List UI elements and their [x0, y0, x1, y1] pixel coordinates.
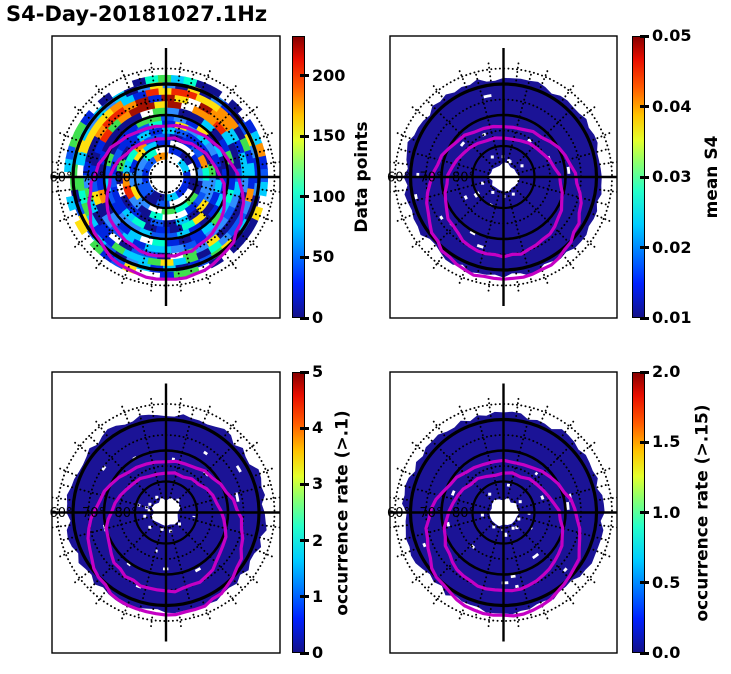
- figure-title: S4-Day-20181027.1Hz: [6, 2, 268, 26]
- colorbar-tick: [640, 34, 649, 38]
- mean-s4-plot: 60° 70° 80°: [387, 35, 618, 319]
- panel-occurrence-rate-gt-0.15: 60° 70° 80°: [374, 360, 633, 665]
- radial-tick-label: 60°: [387, 171, 410, 186]
- colorbar-tick-label: 1: [312, 586, 324, 606]
- radial-tick-label: 60°: [49, 506, 72, 521]
- colorbar-tick: [300, 134, 309, 138]
- colorbar-tick-label: 2.0: [652, 362, 681, 381]
- colorbar-tick: [300, 370, 309, 374]
- colorbar-tick-label: 100: [312, 186, 346, 206]
- colorbar-tick: [300, 595, 309, 599]
- colorbar-tick: [640, 246, 649, 249]
- colorbar-tick: [640, 511, 649, 514]
- colorbar-occurrence-rate-gt-0.1: occurrence rate (>.1) 0 1 2 3 4 5: [292, 364, 397, 661]
- colorbar-mean-s4: mean S4 0.01 0.02 0.03 0.04 0.05: [632, 28, 731, 326]
- panel-mean-s4: 60° 70° 80°: [374, 24, 633, 330]
- occurrence-rate-gt-0.1-plot: 60° 70° 80°: [49, 371, 281, 654]
- panel-data-points: 60° 70° 80°: [36, 24, 296, 330]
- colorbar-tick: [300, 195, 309, 199]
- colorbar-tick-label: 0.03: [652, 167, 692, 186]
- colorbar-tick-label: 50: [312, 247, 335, 267]
- occurrence-rate-gt-0.15-plot: 60° 70° 80°: [387, 371, 618, 654]
- radial-tick-label: 80°: [114, 506, 137, 521]
- colorbar-tick: [640, 175, 649, 179]
- colorbar-tick-label: 0.05: [652, 26, 692, 45]
- colorbar-tick: [640, 370, 649, 374]
- colorbar-data-points: Data points 0 50 100 150 200: [292, 36, 397, 326]
- colorbar-title: occurrence rate (>.15): [692, 403, 712, 622]
- colorbar-tick: [640, 581, 649, 585]
- colorbar-occurrence-rate-gt-0.15: occurrence rate (>.15) 0.0 0.5 1.0 1.5 2.0: [632, 364, 731, 661]
- colorbar-tick-label: 2: [312, 530, 324, 550]
- colorbar-tick-label: 0.04: [652, 96, 692, 116]
- radial-tick-label: 80°: [452, 506, 475, 521]
- colorbar-tick-label: 1.0: [652, 502, 681, 522]
- radial-tick-label: 60°: [387, 506, 410, 521]
- colorbar-tick: [640, 105, 649, 108]
- data-points-plot: 60° 70° 80°: [49, 35, 281, 319]
- colorbar-tick-label: 0.5: [652, 572, 681, 592]
- colorbar-gradient: [292, 36, 305, 318]
- colorbar-tick-label: 5: [312, 362, 324, 381]
- colorbar-title: occurrence rate (>.1): [332, 409, 352, 616]
- radial-tick-label: 70°: [419, 506, 442, 521]
- radial-tick-label: 60°: [49, 171, 72, 186]
- colorbar-title: Data points: [352, 121, 372, 233]
- colorbar-tick: [300, 426, 309, 430]
- colorbar-tick: [640, 440, 649, 444]
- colorbar-tick-label: 0: [312, 643, 324, 662]
- colorbar-title: mean S4: [702, 135, 722, 219]
- radial-tick-label: 70°: [82, 506, 105, 521]
- colorbar-tick-label: 150: [312, 126, 346, 146]
- radial-tick-label: 80°: [114, 171, 137, 186]
- colorbar-tick-label: 3: [312, 474, 324, 494]
- panel-occurrence-rate-gt-0.1: 60° 70° 80°: [36, 360, 296, 665]
- colorbar-tick: [300, 316, 309, 320]
- radial-tick-label: 70°: [82, 171, 105, 186]
- colorbar-tick: [300, 482, 309, 486]
- colorbar-tick-label: 0: [312, 308, 324, 327]
- colorbar-tick: [300, 651, 309, 655]
- colorbar-tick: [300, 74, 309, 78]
- colorbar-tick-label: 200: [312, 65, 346, 85]
- colorbar-tick-label: 4: [312, 418, 324, 438]
- colorbar-tick-label: 0.0: [652, 643, 681, 662]
- colorbar-tick: [300, 255, 309, 259]
- colorbar-tick-label: 1.5: [652, 432, 681, 452]
- colorbar-tick: [640, 651, 649, 655]
- radial-tick-label: 70°: [419, 171, 442, 186]
- colorbar-tick-label: 0.02: [652, 237, 692, 257]
- radial-tick-label: 80°: [452, 171, 475, 186]
- colorbar-tick-label: 0.01: [652, 308, 692, 327]
- colorbar-tick: [640, 316, 649, 320]
- colorbar-gradient: [292, 372, 305, 653]
- colorbar-tick: [300, 539, 309, 543]
